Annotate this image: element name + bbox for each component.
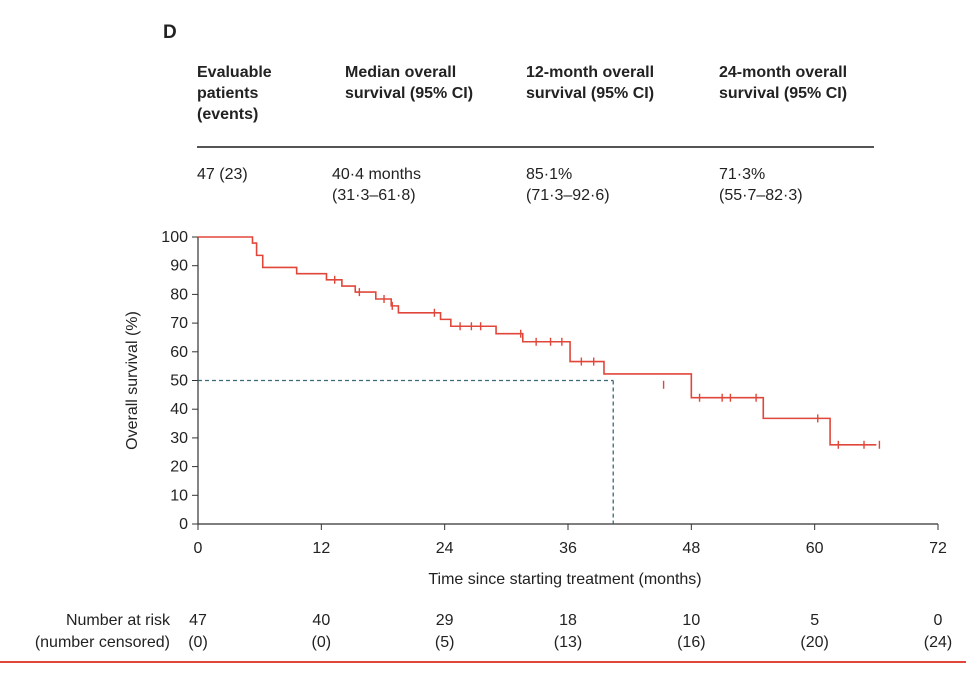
censored-count: (0) [311,634,332,651]
at-risk-count: 5 [810,612,820,629]
risk-label-at-risk: Number at risk [65,612,170,629]
x-tick-label: 24 [436,540,454,557]
value-line: 71·3% [719,166,766,183]
censored-count: (20) [800,634,829,651]
x-tick-label: 48 [682,540,700,557]
at-risk-count: 10 [682,612,701,629]
value-median-os: 40·4 months (31·3–61·8) [332,164,421,206]
censored-count: (5) [434,634,455,651]
y-tick-label: 50 [170,373,188,390]
panel-label: D [163,22,177,43]
censored-count: (24) [923,634,953,651]
value-evaluable-patients: 47 (23) [197,164,248,185]
km-survival-curve [198,236,877,446]
value-line: 47 (23) [197,166,248,183]
header-line: survival (95% CI) [719,85,848,102]
y-tick-label: 90 [170,258,188,275]
value-line: 40·4 months [332,166,421,183]
x-tick-label: 72 [929,540,947,557]
x-axis-label: Time since starting treatment (months) [428,571,701,588]
header-line: (events) [197,106,259,123]
table-divider [197,146,874,148]
at-risk-count: 18 [559,612,577,629]
header-line: survival (95% CI) [526,85,655,102]
x-tick-label: 60 [806,540,824,557]
header-line: patients [197,85,259,102]
at-risk-count: 29 [435,612,454,629]
header-12-month-os: 12-month overall survival (95% CI) [526,62,654,104]
value-24-month-os: 71·3% (55·7–82·3) [719,164,803,206]
header-line: 12-month overall [526,64,655,81]
y-tick-label: 100 [161,229,188,246]
y-tick-label: 30 [170,430,188,447]
y-tick-label: 80 [170,286,188,303]
value-line: (31·3–61·8) [332,187,416,204]
header-line: Median overall [345,64,457,81]
header-line: Evaluable [197,64,272,81]
header-median-os: Median overall survival (95% CI) [345,62,473,104]
at-risk-count: 40 [312,612,331,629]
censored-count: (16) [677,634,706,651]
y-tick-label: 20 [170,459,188,476]
footer-divider [0,661,966,663]
y-axis-label: Overall survival (%) [124,311,141,450]
y-tick-label: 0 [179,516,188,533]
x-tick-label: 36 [559,540,577,557]
censored-count: (13) [553,634,583,651]
censored-count: (0) [188,634,208,651]
y-tick-label: 40 [170,401,188,418]
header-line: survival (95% CI) [345,85,474,102]
at-risk-count: 47 [189,612,207,629]
x-tick-label: 12 [312,540,330,557]
y-tick-label: 10 [170,487,188,504]
header-line: 24-month overall [719,64,848,81]
value-line: (71·3–92·6) [526,187,610,204]
value-line: 85·1% [526,166,573,183]
header-24-month-os: 24-month overall survival (95% CI) [719,62,847,104]
value-12-month-os: 85·1% (71·3–92·6) [526,164,610,206]
header-evaluable-patients: Evaluable patients (events) [197,62,272,125]
risk-label-censored: (number censored) [34,634,170,651]
y-tick-label: 70 [170,315,188,332]
y-tick-label: 60 [170,344,188,361]
value-line: (55·7–82·3) [719,187,803,204]
x-tick-label: 0 [194,540,203,557]
at-risk-count: 0 [933,612,943,629]
